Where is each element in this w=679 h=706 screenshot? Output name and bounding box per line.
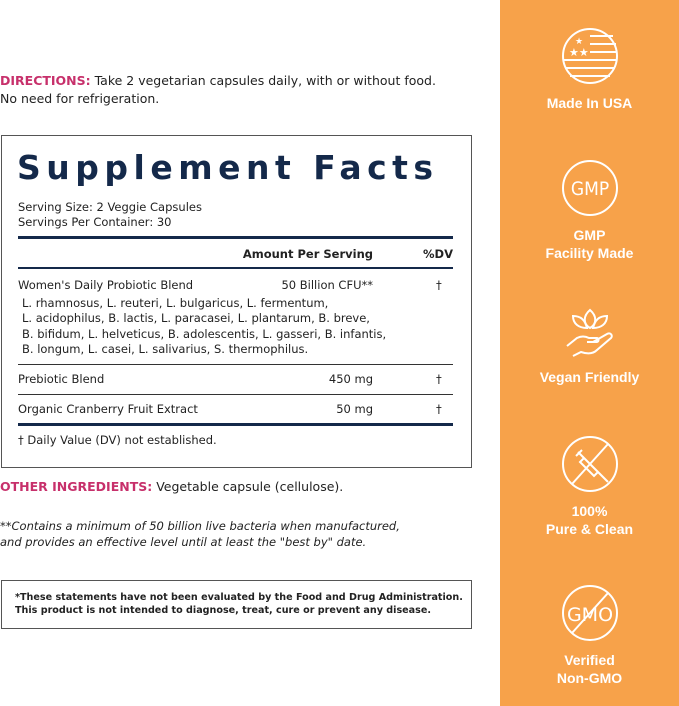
directions: DIRECTIONS: Take 2 vegetarian capsules d… xyxy=(0,73,436,88)
no-syringe-icon xyxy=(561,436,618,492)
row-amount: 50 Billion CFU** xyxy=(281,278,373,292)
row-name: Women's Daily Probiotic Blend xyxy=(18,278,194,292)
fda-disclaimer: *These statements have not been evaluate… xyxy=(15,592,463,616)
directions-line2: No need for refrigeration. xyxy=(0,91,160,106)
cfu-note: and provides an effective level until at… xyxy=(0,535,367,549)
header-dv: %DV xyxy=(423,247,453,261)
serving-size: Serving Size: 2 Veggie Capsules xyxy=(18,200,202,214)
strain-list: B. longum, L. casei, L. salivarius, S. t… xyxy=(22,342,309,356)
strain-list: L. rhamnosus, L. reuteri, L. bulgaricus,… xyxy=(22,296,329,310)
us-flag-icon: ★★★ xyxy=(561,28,618,84)
gmp-icon: GMP xyxy=(561,160,618,216)
no-gmo-icon: GMO xyxy=(561,585,618,641)
row-name: Prebiotic Blend xyxy=(18,372,105,386)
divider xyxy=(18,267,453,269)
divider xyxy=(18,394,453,395)
strain-list: L. acidophilus, B. lactis, L. paracasei,… xyxy=(22,311,370,325)
fda-disclaimer-box xyxy=(1,580,472,629)
divider xyxy=(18,364,453,365)
cfu-note: **Contains a minimum of 50 billion live … xyxy=(0,519,400,533)
header-amount: Amount Per Serving xyxy=(242,247,373,261)
row-dv: † xyxy=(436,402,442,416)
row-name: Organic Cranberry Fruit Extract xyxy=(18,402,198,416)
leaf-hand-icon xyxy=(565,308,613,357)
servings-per-container: Servings Per Container: 30 xyxy=(18,215,172,229)
strain-list: B. bifidum, L. helveticus, B. adolescent… xyxy=(22,327,387,341)
badges-panel: ★★ ★ Made In USA GMP GMP Facility Made Veg… xyxy=(500,0,679,706)
badge-made-in-usa: ★★ ★ Made In USA xyxy=(500,26,679,112)
row-amount: 50 mg xyxy=(336,402,373,416)
divider xyxy=(18,423,453,426)
row-dv: † xyxy=(436,372,442,386)
badge-pure-clean: 100% Pure & Clean xyxy=(500,434,679,538)
svg-text:★★: ★★ xyxy=(569,46,589,59)
supplement-facts-panel xyxy=(1,135,472,468)
badge-gmp: GMP GMP Facility Made xyxy=(500,158,679,262)
badge-non-gmo: GMO Verified Non-GMO xyxy=(500,583,679,687)
other-ingredients: OTHER INGREDIENTS: Vegetable capsule (ce… xyxy=(0,479,344,494)
divider xyxy=(18,236,453,239)
dv-footnote: † Daily Value (DV) not established. xyxy=(18,433,217,447)
row-amount: 450 mg xyxy=(328,372,373,386)
svg-text:★: ★ xyxy=(575,37,583,47)
facts-title: Supplement Facts xyxy=(17,148,439,187)
badge-vegan: Vegan Friendly xyxy=(500,306,679,386)
svg-text:GMO: GMO xyxy=(566,604,612,626)
svg-text:GMP: GMP xyxy=(570,178,608,200)
row-dv: † xyxy=(436,278,442,292)
